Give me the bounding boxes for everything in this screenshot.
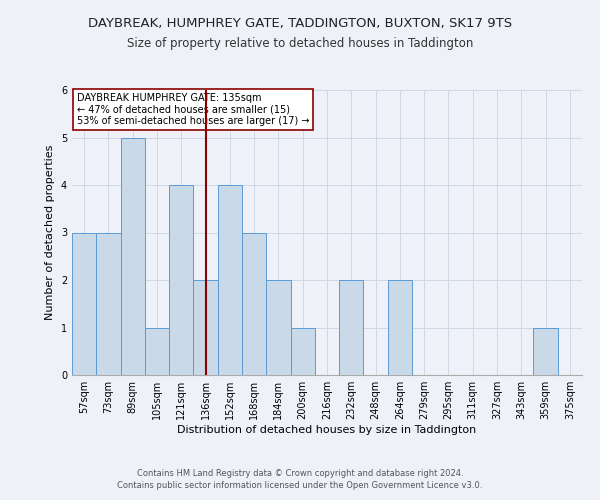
Bar	[533, 328, 558, 375]
Text: Size of property relative to detached houses in Taddington: Size of property relative to detached ho…	[127, 38, 473, 51]
Text: Contains HM Land Registry data © Crown copyright and database right 2024.: Contains HM Land Registry data © Crown c…	[137, 468, 463, 477]
Text: Contains public sector information licensed under the Open Government Licence v3: Contains public sector information licen…	[118, 481, 482, 490]
Bar	[339, 280, 364, 375]
Bar	[193, 280, 218, 375]
Bar	[145, 328, 169, 375]
Bar	[242, 232, 266, 375]
Bar	[72, 232, 96, 375]
X-axis label: Distribution of detached houses by size in Taddington: Distribution of detached houses by size …	[178, 425, 476, 435]
Bar	[96, 232, 121, 375]
Bar	[121, 138, 145, 375]
Bar	[169, 185, 193, 375]
Text: DAYBREAK HUMPHREY GATE: 135sqm
← 47% of detached houses are smaller (15)
53% of : DAYBREAK HUMPHREY GATE: 135sqm ← 47% of …	[77, 93, 310, 126]
Bar	[218, 185, 242, 375]
Y-axis label: Number of detached properties: Number of detached properties	[46, 145, 55, 320]
Text: DAYBREAK, HUMPHREY GATE, TADDINGTON, BUXTON, SK17 9TS: DAYBREAK, HUMPHREY GATE, TADDINGTON, BUX…	[88, 18, 512, 30]
Bar	[266, 280, 290, 375]
Bar	[388, 280, 412, 375]
Bar	[290, 328, 315, 375]
